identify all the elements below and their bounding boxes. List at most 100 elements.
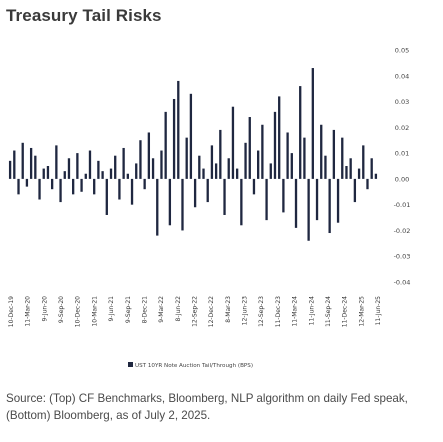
bar [25,178,29,187]
y-tick-label: 0.00 [395,175,409,183]
bar [118,178,121,200]
x-tick-label: 11-Jun-25 [375,296,382,325]
bar [17,178,20,195]
x-tick-label: 9-Jun-20 [41,296,48,322]
bar [341,137,344,179]
y-tick-label: 0.02 [395,124,409,132]
x-tick-label: 8-Mar-23 [225,296,232,323]
bar [374,173,378,179]
bar [42,168,45,179]
bar [151,158,155,179]
bar [227,158,230,179]
bar [172,98,176,179]
bar [147,132,151,179]
bar [80,178,83,192]
bar [122,147,125,179]
bar [261,124,264,179]
bar [202,168,205,179]
bar [324,155,327,179]
x-tick-label: 9-Jun-21 [108,296,115,322]
bar [240,178,243,226]
bar [206,178,209,203]
bar [126,173,129,179]
y-tick-label: -0.04 [394,279,411,287]
bar [88,150,92,179]
y-tick-label: -0.03 [394,253,411,261]
bar [223,178,226,215]
bar [273,111,277,179]
x-tick-label: 8-Jun-22 [175,296,182,322]
x-tick-label: 11-Jun-24 [308,296,315,325]
y-axis: 0.05 0.04 0.03 0.02 0.01 0.00 -0.01 -0.02 -0.03 -… [394,47,411,287]
bar [34,155,37,179]
bar [139,140,142,179]
x-tick-label: 11-Dec-24 [342,296,349,327]
bar [114,155,117,179]
bar [72,178,75,195]
bar [67,158,71,179]
bar [349,158,352,179]
bar [210,145,214,179]
bar [244,142,247,179]
legend-label: UST 10YR Note Auction Tail/Through (BPS) [135,363,253,369]
bar [269,163,272,179]
x-tick-label: 12-Jun-23 [242,296,249,325]
bar [353,178,357,203]
bar [214,163,218,179]
bar [265,178,268,221]
bar [282,178,285,213]
bar [303,137,306,179]
bar [59,178,62,203]
y-tick-label: 0.05 [395,47,409,55]
bar [307,178,310,241]
bar [101,171,104,179]
bar [177,80,180,179]
bar [160,150,163,179]
legend: UST 10YR Note Auction Tail/Through (BPS) [128,362,253,369]
y-tick-label: -0.02 [394,227,411,235]
bar [46,166,50,179]
bar [8,160,12,179]
bar [328,178,331,234]
bar [278,96,281,179]
legend-swatch [128,362,133,367]
x-tick-label: 9-Mar-22 [158,296,165,323]
bar [315,178,319,221]
bar [332,129,336,179]
x-tick-label: 8-Dec-21 [141,296,148,324]
bar [286,132,289,179]
chart-title: Treasury Tail Risks [6,6,162,25]
y-tick-label: 0.03 [395,98,409,106]
bar [168,178,172,226]
bar [50,178,54,190]
x-tick-label: 9-Sep-20 [58,296,65,323]
bar [181,178,184,231]
bar [299,86,302,179]
bar [97,160,100,179]
x-tick-label: 11-Mar-20 [25,296,32,327]
x-tick-label: 10-Dec-19 [8,296,15,327]
bar [362,145,365,179]
x-tick-label: 10-Mar-21 [91,296,98,327]
bar [185,137,188,179]
x-tick-label: 12-Sep-22 [192,296,199,327]
bar [311,68,314,179]
bar [198,155,201,179]
bar [366,178,369,190]
bar [345,166,348,179]
bar [21,142,24,179]
bar [76,153,79,179]
bar [235,168,239,179]
bar [248,117,251,179]
bar-chart: 0.05 0.04 0.03 0.02 0.01 0.00 -0.01 -0.02 -0.03 -… [8,47,411,369]
bar [193,178,197,208]
bar [320,124,323,179]
y-tick-label: 0.04 [395,72,409,80]
bar [290,153,293,179]
y-tick-label: -0.01 [394,201,411,209]
x-tick-label: 10-Dec-20 [75,296,82,327]
y-tick-label: 0.01 [395,150,409,158]
bar [357,168,361,179]
bar [63,171,66,179]
bar [135,163,138,179]
